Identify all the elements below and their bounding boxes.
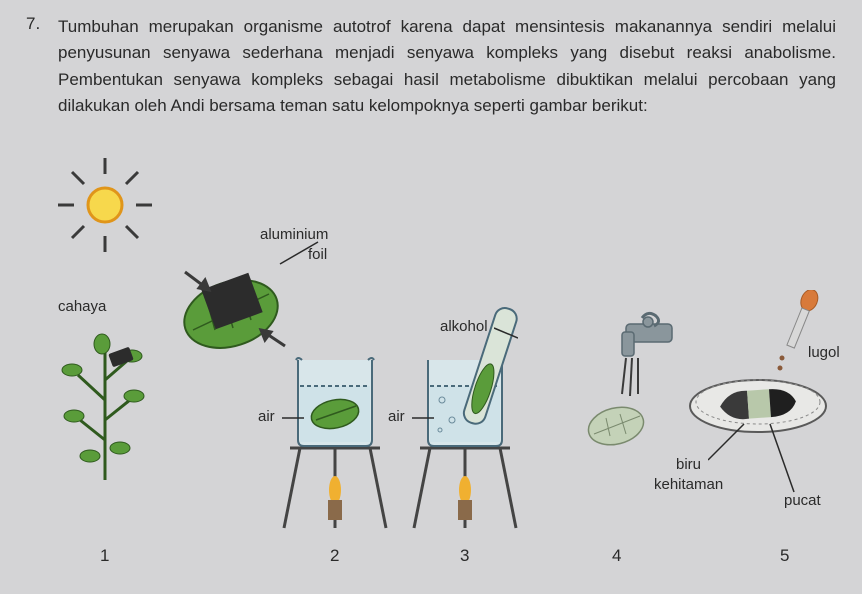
label-biru: biru: [676, 456, 701, 473]
pucat-leader: [768, 422, 798, 494]
label-alkohol: alkohol: [440, 318, 488, 335]
air1-leader: [282, 412, 304, 424]
question-text: Tumbuhan merupakan organisme autotrof ka…: [58, 14, 836, 119]
petri-step5: [680, 290, 840, 470]
label-kehitaman: kehitaman: [654, 476, 723, 493]
step-2: 2: [330, 546, 339, 566]
step-5: 5: [780, 546, 789, 566]
sun-icon: [50, 150, 160, 260]
question-number: 7.: [26, 14, 48, 119]
tap-step4: [570, 310, 690, 470]
foil-leader: [278, 238, 322, 268]
label-pucat: pucat: [784, 492, 821, 509]
step-1: 1: [100, 546, 109, 566]
label-cahaya: cahaya: [58, 298, 106, 315]
air2-leader: [412, 412, 434, 424]
label-air2: air: [388, 408, 405, 425]
step-4: 4: [612, 546, 621, 566]
label-air1: air: [258, 408, 275, 425]
plant-step1: [50, 320, 170, 490]
beaker-step2: [270, 340, 400, 540]
step-3: 3: [460, 546, 469, 566]
diagram-area: cahaya: [40, 150, 830, 570]
biru-leader: [708, 422, 748, 462]
alkohol-leader: [494, 324, 518, 340]
label-lugol: lugol: [808, 344, 840, 361]
question-row: 7. Tumbuhan merupakan organisme autotrof…: [26, 14, 836, 119]
